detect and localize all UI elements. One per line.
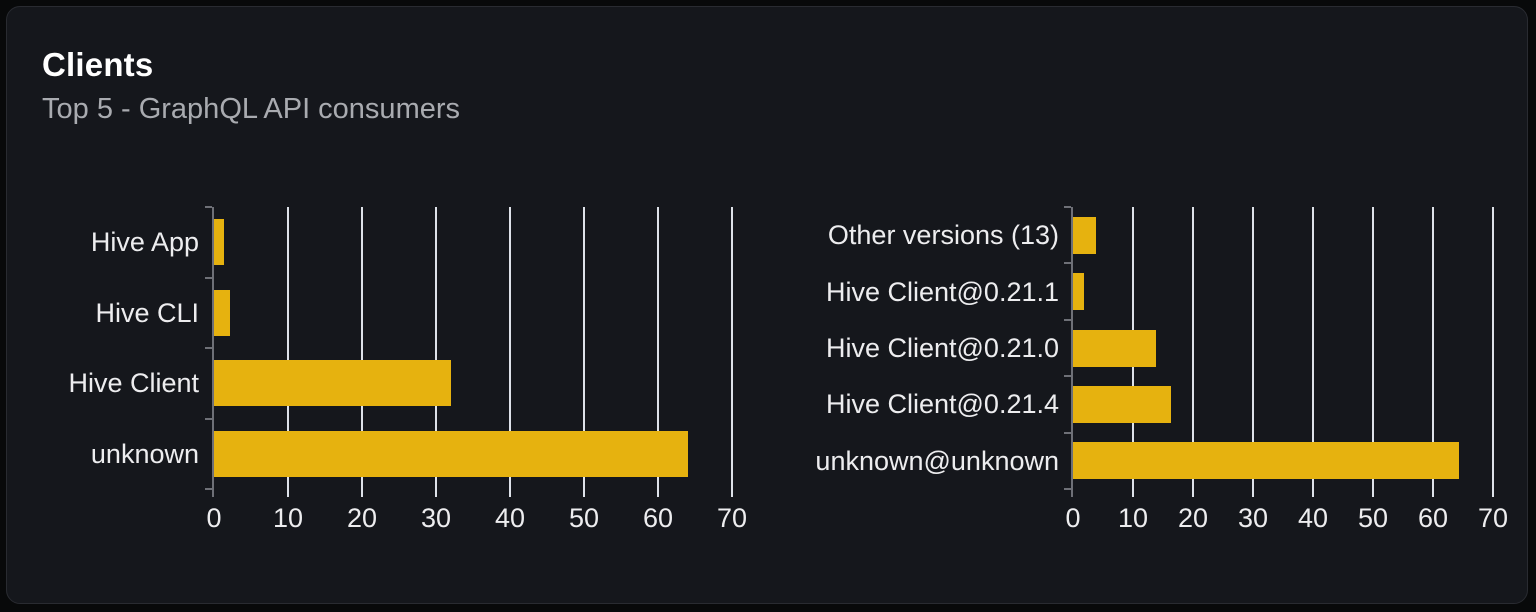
x-axis-label: 0 bbox=[206, 503, 222, 533]
x-axis-tick bbox=[361, 489, 363, 497]
gridline bbox=[1192, 207, 1194, 489]
y-axis-tick bbox=[1064, 488, 1071, 490]
x-axis-label: 40 bbox=[494, 503, 526, 533]
x-axis-tick bbox=[1432, 489, 1434, 497]
x-axis-label: 0 bbox=[1065, 503, 1081, 533]
gridline bbox=[583, 207, 585, 489]
x-axis-tick bbox=[1192, 489, 1194, 497]
page-title: Clients bbox=[42, 46, 154, 83]
x-axis-label: 50 bbox=[568, 503, 600, 533]
clients-card bbox=[6, 6, 1528, 604]
x-axis-tick bbox=[731, 489, 733, 497]
x-axis-tick bbox=[657, 489, 659, 497]
y-axis-line bbox=[1071, 207, 1073, 497]
bar-hive-client-0-21-4[interactable] bbox=[1073, 386, 1171, 423]
y-axis-tick bbox=[205, 417, 212, 420]
category-label-other-versions-13: Other versions (13) bbox=[827, 220, 1059, 250]
y-axis-line bbox=[212, 207, 214, 497]
gridline bbox=[657, 207, 659, 489]
y-axis-tick bbox=[1064, 431, 1071, 434]
x-axis-label: 60 bbox=[1417, 503, 1449, 533]
x-axis-label: 20 bbox=[1177, 503, 1209, 533]
y-axis-tick bbox=[1064, 318, 1071, 321]
bar-hive-app[interactable] bbox=[214, 219, 224, 265]
gridline bbox=[1372, 207, 1374, 489]
x-axis-label: 20 bbox=[346, 503, 378, 533]
x-axis-label: 40 bbox=[1297, 503, 1329, 533]
x-axis-label: 50 bbox=[1357, 503, 1389, 533]
x-axis-tick bbox=[509, 489, 511, 497]
gridline bbox=[361, 207, 363, 489]
gridline bbox=[731, 207, 733, 489]
y-axis-tick bbox=[205, 488, 212, 490]
gridline bbox=[435, 207, 437, 489]
category-label-hive-app: Hive App bbox=[90, 227, 199, 257]
bar-hive-cli[interactable] bbox=[214, 290, 230, 336]
gridline bbox=[1492, 207, 1494, 489]
x-axis-tick bbox=[1132, 489, 1134, 497]
x-axis-tick bbox=[1372, 489, 1374, 497]
gridline bbox=[1312, 207, 1314, 489]
gridline bbox=[287, 207, 289, 489]
x-axis-tick bbox=[1312, 489, 1314, 497]
bar-hive-client-0-21-1[interactable] bbox=[1073, 273, 1084, 310]
y-axis-tick bbox=[205, 276, 212, 279]
y-axis-tick bbox=[1064, 262, 1071, 265]
category-label-hive-client-0-21-4: Hive Client@0.21.4 bbox=[825, 389, 1059, 419]
gridline bbox=[1252, 207, 1254, 489]
x-axis-tick bbox=[1492, 489, 1494, 497]
category-label-unknown-unknown: unknown@unknown bbox=[815, 446, 1059, 476]
category-label-unknown: unknown bbox=[90, 439, 199, 469]
x-axis-label: 10 bbox=[1117, 503, 1149, 533]
x-axis-tick bbox=[435, 489, 437, 497]
page-subtitle: Top 5 - GraphQL API consumers bbox=[42, 93, 461, 125]
x-axis-tick bbox=[287, 489, 289, 497]
bar-other-versions-13[interactable] bbox=[1073, 217, 1096, 254]
x-axis-tick bbox=[583, 489, 585, 497]
x-axis-label: 30 bbox=[420, 503, 452, 533]
category-label-hive-client: Hive Client bbox=[68, 368, 199, 398]
category-label-hive-client-0-21-0: Hive Client@0.21.0 bbox=[825, 333, 1059, 363]
x-axis-label: 10 bbox=[272, 503, 304, 533]
y-axis-tick bbox=[1064, 206, 1071, 208]
y-axis-tick bbox=[205, 206, 212, 208]
bar-hive-client[interactable] bbox=[214, 360, 451, 406]
category-label-hive-cli: Hive CLI bbox=[95, 298, 199, 328]
x-axis-label: 70 bbox=[716, 503, 748, 533]
x-axis-label: 30 bbox=[1237, 503, 1269, 533]
bar-unknown[interactable] bbox=[214, 431, 688, 477]
category-label-hive-client-0-21-1: Hive Client@0.21.1 bbox=[825, 277, 1059, 307]
y-axis-tick bbox=[205, 347, 212, 349]
gridline bbox=[509, 207, 511, 489]
x-axis-tick bbox=[1252, 489, 1254, 497]
gridline bbox=[1432, 207, 1434, 489]
x-axis-label: 70 bbox=[1477, 503, 1509, 533]
bar-hive-client-0-21-0[interactable] bbox=[1073, 330, 1156, 367]
bar-unknown-unknown[interactable] bbox=[1073, 442, 1459, 479]
x-axis-label: 60 bbox=[642, 503, 674, 533]
y-axis-tick bbox=[1064, 375, 1071, 378]
